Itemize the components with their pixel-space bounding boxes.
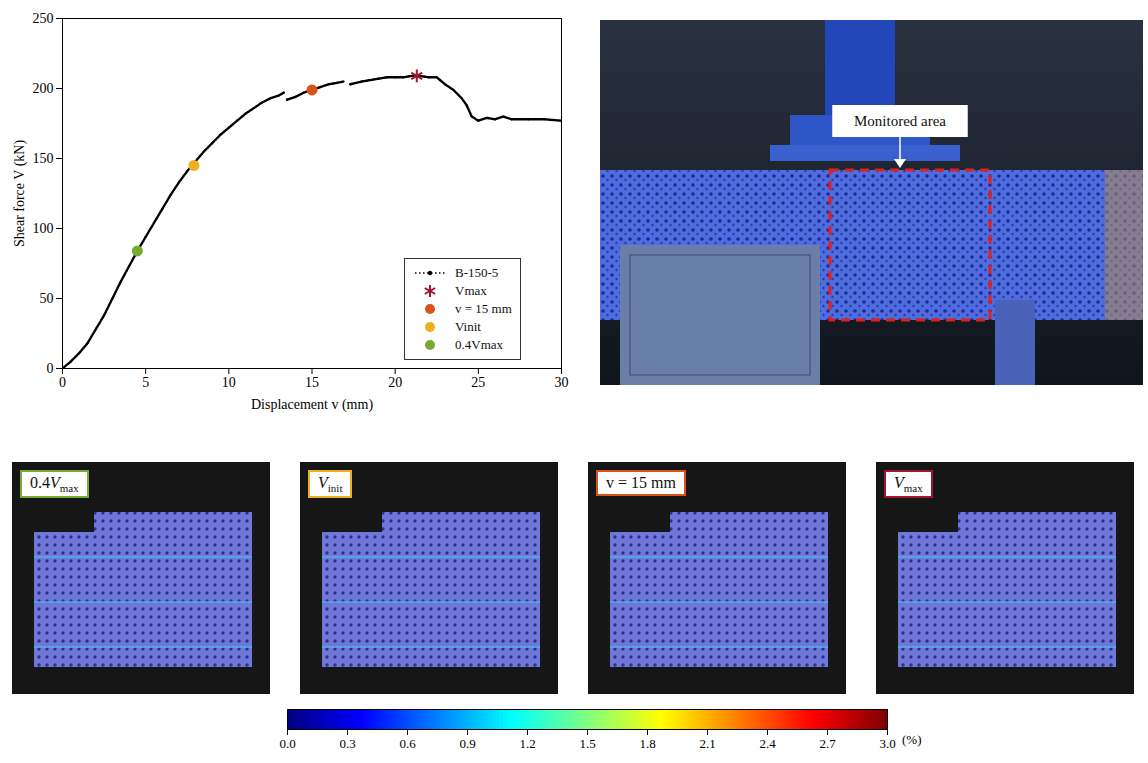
svg-text:1.8: 1.8	[639, 736, 655, 751]
svg-text:0.0: 0.0	[279, 736, 295, 751]
svg-text:150: 150	[33, 151, 54, 166]
svg-text:100: 100	[33, 221, 54, 236]
html-text:B-150-5: B-150-5	[455, 265, 499, 280]
svg-text:0.9: 0.9	[459, 736, 475, 751]
svg-text:2.1: 2.1	[699, 736, 715, 751]
svg-text:10: 10	[222, 375, 236, 390]
svg-text:Shear force V (kN): Shear force V (kN)	[12, 140, 28, 248]
html-text:v = 15 mm: v = 15 mm	[606, 474, 676, 491]
svg-text:2.4: 2.4	[759, 736, 776, 751]
svg-text:2.7: 2.7	[819, 736, 836, 751]
svg-text:3.0: 3.0	[879, 736, 895, 751]
svg-text:250: 250	[33, 11, 54, 26]
svg-text:15: 15	[305, 375, 319, 390]
svg-text:5: 5	[142, 375, 149, 390]
svg-text:0: 0	[59, 375, 66, 390]
html-text:Vinit: Vinit	[318, 474, 343, 495]
html-text:Vmax: Vmax	[455, 283, 487, 298]
svg-text:30: 30	[555, 375, 569, 390]
html-text:Vmax: Vmax	[894, 474, 923, 495]
svg-text:Displacement v (mm): Displacement v (mm)	[251, 397, 373, 413]
svg-text:1.5: 1.5	[579, 736, 595, 751]
svg-text:0.6: 0.6	[399, 736, 416, 751]
svg-text:20: 20	[388, 375, 402, 390]
html-text:0.4 Vmax: 0.4 Vmax	[30, 474, 79, 495]
svg-text:25: 25	[471, 375, 485, 390]
svg-text:1.2: 1.2	[519, 736, 535, 751]
html-text:v = 15 mm: v = 15 mm	[455, 301, 512, 316]
svg-text:50: 50	[40, 291, 54, 306]
svg-text:0: 0	[47, 361, 54, 376]
svg-text:Monitored area: Monitored area	[854, 113, 946, 129]
html-text:Vinit: Vinit	[455, 319, 481, 334]
svg-text:200: 200	[33, 81, 54, 96]
html-text:0.4Vmax: 0.4Vmax	[455, 337, 503, 352]
svg-text:0.3: 0.3	[339, 736, 355, 751]
